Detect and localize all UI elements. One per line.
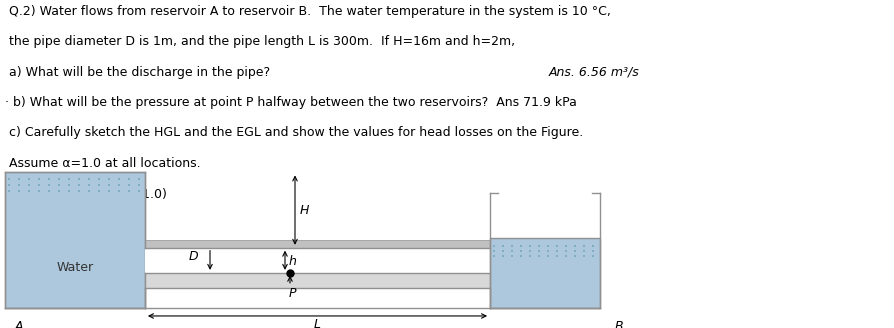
Text: the pipe diameter D is 1m, and the pipe length L is 300m.  If H=16m and h=2m,: the pipe diameter D is 1m, and the pipe …	[9, 35, 515, 48]
Text: a) What will be the discharge in the pipe?: a) What will be the discharge in the pip…	[9, 66, 270, 79]
Text: Water: Water	[56, 261, 94, 274]
Text: · b) What will be the pressure at point P halfway between the two reservoirs?  A: · b) What will be the pressure at point …	[4, 96, 577, 109]
Bar	[145, 273, 490, 288]
Bar	[145, 273, 490, 281]
Text: (k$_{\mathrm{entry}}$=0.5 and k$_{\mathrm{exit}}$=1.0): (k$_{\mathrm{entry}}$=0.5 and k$_{\mathr…	[9, 187, 167, 205]
Text: H: H	[300, 204, 309, 216]
Text: c) Carefully sketch the HGL and the EGL and show the values for head losses on t: c) Carefully sketch the HGL and the EGL …	[9, 126, 583, 139]
Text: L: L	[314, 318, 321, 328]
Text: Ans. 6.56 m³/s: Ans. 6.56 m³/s	[549, 66, 639, 79]
Bar	[145, 248, 490, 273]
Text: D: D	[189, 250, 198, 263]
Text: Q.2) Water flows from reservoir A to reservoir B.  The water temperature in the : Q.2) Water flows from reservoir A to res…	[9, 5, 611, 18]
Text: h: h	[289, 255, 297, 268]
Text: Assume α=1.0 at all locations.: Assume α=1.0 at all locations.	[9, 157, 200, 170]
Text: A: A	[15, 320, 23, 328]
Bar	[490, 238, 600, 308]
Bar	[5, 173, 145, 308]
Text: B: B	[615, 320, 624, 328]
Text: P: P	[288, 287, 296, 300]
Bar	[145, 240, 490, 248]
